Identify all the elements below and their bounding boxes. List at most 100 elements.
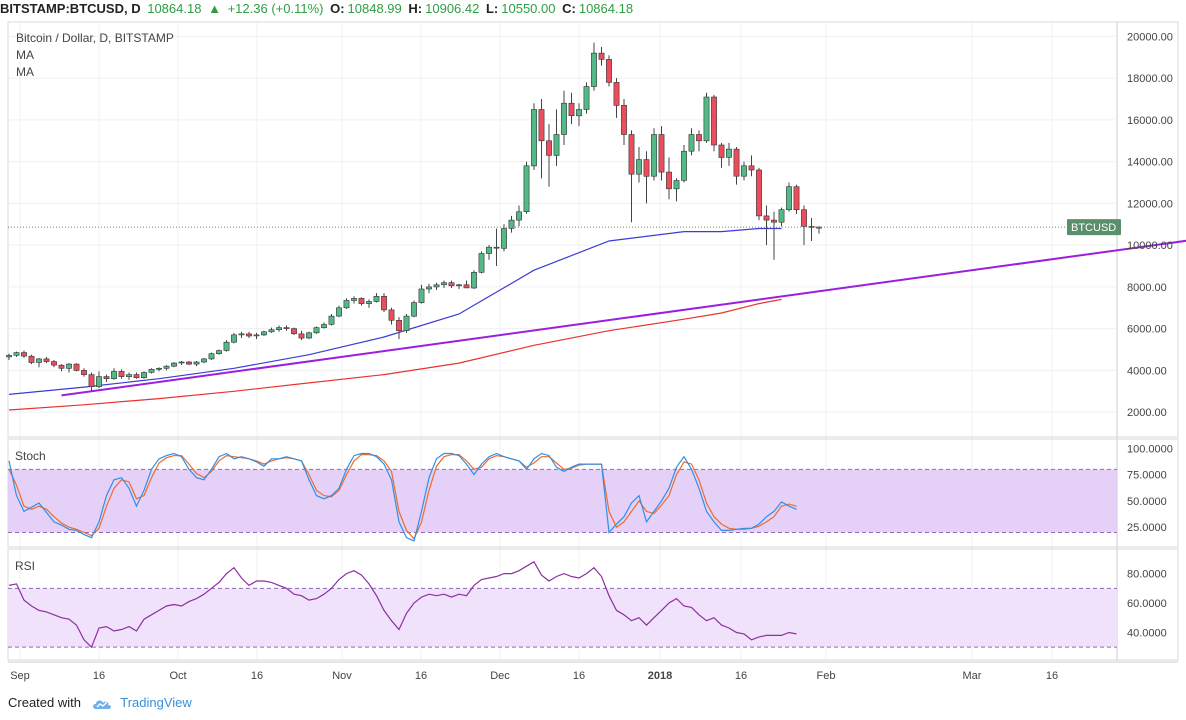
candle-body-down [51, 361, 57, 366]
candle-body-down [538, 109, 545, 142]
candle-body-up [231, 334, 237, 343]
candle [373, 293, 380, 303]
candle-body-down [763, 215, 770, 221]
close-value: 10864.18 [578, 1, 634, 16]
price-tick-label: 4000.00 [1127, 365, 1167, 377]
candle [351, 296, 357, 304]
candle [598, 46, 605, 66]
candle [88, 372, 95, 392]
candle-body-up [306, 332, 312, 339]
candle-body-up [651, 134, 657, 177]
candle [156, 367, 162, 372]
candle-body-up [441, 282, 447, 286]
candle-body-up [6, 355, 12, 358]
price-tick-label: 6000.00 [1127, 324, 1167, 336]
candle [568, 92, 575, 125]
candle [321, 322, 327, 329]
candle [163, 365, 170, 371]
candle [711, 94, 717, 152]
candle-body-up [456, 284, 462, 287]
price-pane[interactable]: BTCUSD [6, 42, 1186, 411]
candle [613, 78, 620, 118]
candle [313, 326, 320, 334]
candle-body-down [733, 148, 740, 177]
candle [786, 182, 792, 212]
candle [628, 130, 635, 223]
candle-body-up [501, 228, 507, 249]
stoch-pane[interactable]: Stoch [8, 449, 1117, 542]
price-tick-label: 18000.00 [1127, 73, 1173, 85]
candle-body-up [576, 109, 582, 117]
symbol-name[interactable]: BITSTAMP:BTCUSD, D [0, 1, 141, 16]
candle [636, 147, 642, 183]
time-tick-label: 16 [415, 670, 427, 682]
candle [276, 325, 282, 332]
low-label: L: [485, 1, 499, 16]
candle [793, 184, 800, 214]
candle [448, 280, 455, 288]
candle [651, 128, 657, 181]
stoch-tick-label: 100.0000 [1127, 443, 1173, 455]
candle-body-up [591, 52, 597, 87]
ma-legend-2[interactable]: MA [16, 65, 34, 79]
candle-body-down [793, 186, 800, 210]
time-tick-label: Oct [169, 670, 186, 682]
candle [201, 357, 207, 364]
rsi-line [8, 560, 797, 649]
candle-body-up [673, 180, 680, 190]
candle [43, 356, 50, 364]
chart-title: Bitcoin / Dollar, D, BITSTAMP [16, 31, 174, 45]
candle-body-down [381, 295, 387, 311]
rsi-pane[interactable]: RSI [8, 559, 1117, 649]
candle-body-down [696, 134, 702, 142]
candle-body-up [253, 334, 260, 337]
tradingview-cloud-icon [92, 700, 111, 709]
candle [591, 42, 597, 91]
ma-legend-1[interactable]: MA [16, 48, 34, 62]
candle-body-down [88, 374, 95, 388]
candle [801, 205, 807, 246]
time-tick-label: Feb [817, 670, 836, 682]
candle-body-down [666, 171, 672, 190]
rsi-band [8, 588, 1117, 648]
candle [681, 144, 687, 183]
chart-area[interactable]: BTCUSD Stoch RSI 2000.00 4000.00 6000.00 80… [0, 0, 1186, 690]
candle-body-down [448, 282, 455, 287]
candle-body-up [681, 150, 687, 181]
price-frame [7, 21, 1179, 438]
tradingview-link[interactable]: TradingView [120, 695, 192, 710]
candle-body-up [36, 358, 42, 363]
candle-body-up [126, 374, 132, 378]
candle-body-down [711, 96, 717, 146]
candle [133, 372, 140, 379]
candle-body-up [351, 298, 357, 301]
candle-body-up [261, 331, 267, 336]
candle [726, 142, 732, 166]
candle [13, 351, 20, 357]
grid [7, 21, 1179, 661]
candle [808, 218, 815, 241]
candle [186, 360, 192, 366]
candle-body-down [546, 140, 552, 156]
candle [553, 109, 560, 166]
support-trendline [61, 239, 1186, 397]
candle-body-down [298, 333, 305, 339]
candle-body-down [186, 361, 192, 365]
candle [28, 354, 35, 365]
candle-body-up [553, 134, 560, 156]
candle [643, 151, 650, 204]
candle-body-up [523, 165, 530, 213]
symbol-header: BITSTAMP:BTCUSD, D 10864.18 ▲ +12.36 (+0… [0, 0, 1186, 20]
candle-body-up [688, 134, 695, 152]
candle-body-down [771, 219, 777, 223]
candle-body-up [778, 209, 785, 223]
price-tick-label: 2000.00 [1127, 407, 1167, 419]
candle [478, 251, 485, 274]
candle [111, 368, 117, 380]
candle-body-up [328, 315, 335, 325]
candle [381, 293, 387, 312]
candle [126, 372, 132, 380]
time-tick-label: Sep [10, 670, 30, 682]
candle-body-down [388, 309, 395, 321]
candle-body-down [103, 376, 110, 380]
